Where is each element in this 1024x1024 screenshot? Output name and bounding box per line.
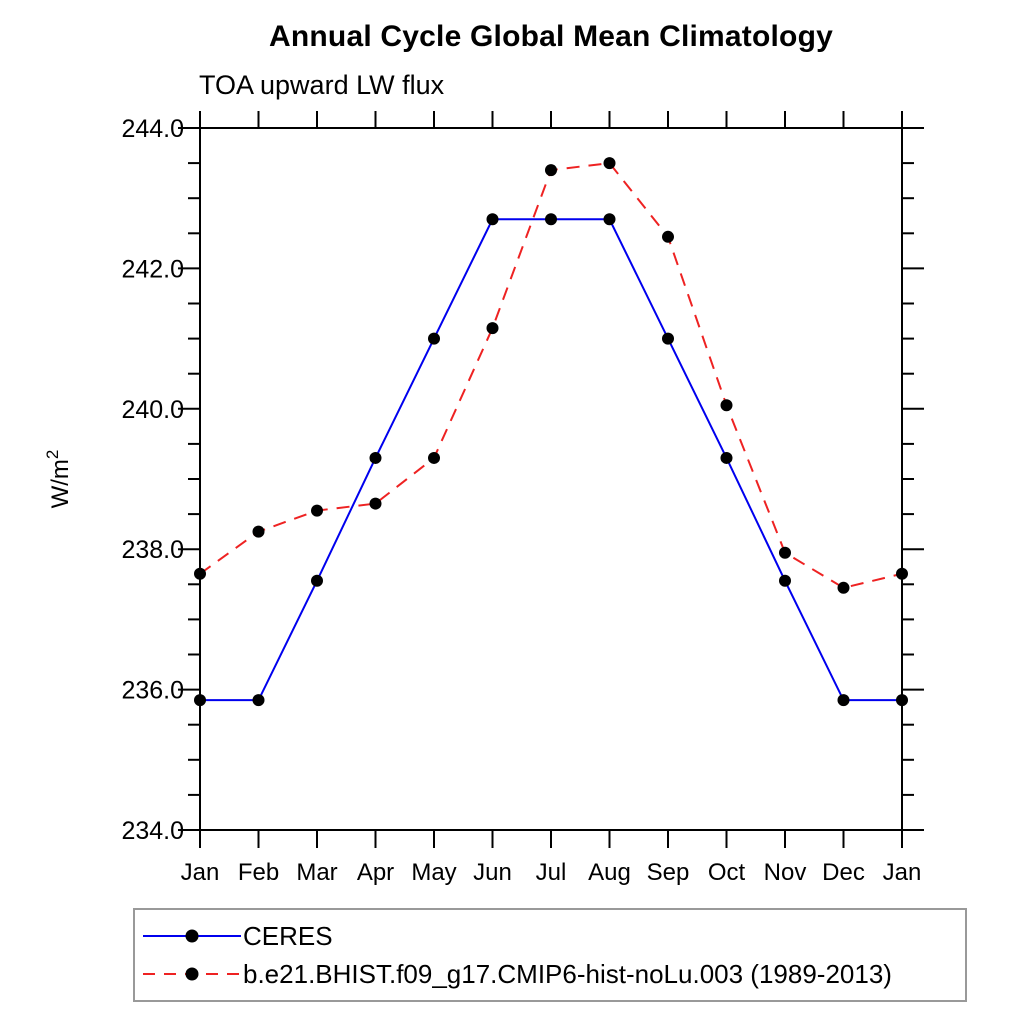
y-tick-label: 242.0 [121, 255, 184, 283]
legend-box: CERES b.e21.BHIST.f09_g17.CMIP6-hist-noL… [133, 908, 967, 1002]
chart-subtitle: TOA upward LW flux [199, 70, 445, 100]
legend-sample-model [143, 967, 241, 981]
x-tick-label: Jun [473, 859, 512, 886]
y-tick-label: 240.0 [121, 396, 184, 424]
legend-item-model: b.e21.BHIST.f09_g17.CMIP6-hist-noLu.003 … [141, 955, 965, 993]
x-tick-label: Mar [296, 859, 337, 886]
x-tick-label: Sep [647, 859, 690, 886]
legend-marker-dot [185, 967, 199, 981]
x-axis-labels: Jan Feb Mar Apr May Jun Jul Aug Sep Oct Nov Dec Jan [181, 859, 922, 886]
series-markers-0 [194, 213, 908, 707]
x-tick-label: Jan [181, 859, 220, 886]
y-tick-label: 236.0 [121, 677, 184, 705]
x-tick-label: Oct [708, 859, 746, 886]
x-tick-label: May [411, 859, 456, 886]
x-tick-label: Apr [357, 859, 394, 886]
y-axis-labels: 234.0 236.0 238.0 240.0 242.0 244.0 [121, 115, 184, 845]
x-tick-label: Feb [238, 859, 279, 886]
x-tick-label: Dec [822, 859, 865, 886]
plot-frame [199, 127, 903, 831]
y-axis-ticks [178, 127, 924, 831]
x-tick-label: Nov [764, 859, 807, 886]
y-tick-label: 238.0 [121, 536, 184, 564]
x-tick-label: Aug [588, 859, 631, 886]
legend-label-ceres: CERES [243, 921, 333, 951]
x-tick-label: Jan [883, 859, 922, 886]
x-tick-label: Jul [536, 859, 567, 886]
series-markers-1 [194, 157, 908, 594]
y-tick-label: 244.0 [121, 115, 184, 143]
series-line-0 [200, 218, 902, 702]
legend-item-ceres: CERES [141, 917, 965, 955]
series-line-1 [199, 162, 903, 589]
y-tick-label: 234.0 [121, 817, 184, 845]
chart-title: Annual Cycle Global Mean Climatology [269, 20, 833, 53]
x-axis-ticks [199, 111, 903, 848]
legend-marker-dot [185, 929, 199, 943]
y-axis-title: W/m2 [43, 450, 74, 509]
legend-label-model: b.e21.BHIST.f09_g17.CMIP6-hist-noLu.003 … [243, 959, 892, 989]
legend-sample-ceres [143, 929, 241, 943]
